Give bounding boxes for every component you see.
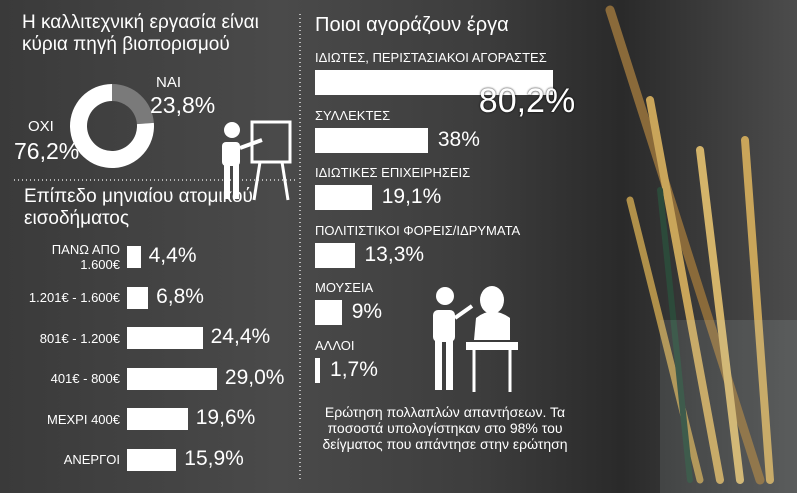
value-label: 29,0% xyxy=(224,365,285,389)
value-label: 6,8% xyxy=(156,284,204,308)
bar xyxy=(315,242,355,268)
bar xyxy=(127,448,177,471)
value-label: 9% xyxy=(351,300,383,323)
category-label: ΜΕΧΡΙ 400€ xyxy=(47,411,120,427)
category-label: ΙΔΙΩΤΙΚΕΣ ΕΠΙΧΕΙΡΗΣΕΙΣ xyxy=(315,165,471,180)
slice-label: ΝΑΙ xyxy=(156,74,182,91)
category-label: ΜΟΥΣΕΙΑ xyxy=(315,280,374,295)
value-label: 24,4% xyxy=(210,325,271,348)
bar-title: Επίπεδο μηνιαίου ατομικού εισοδήματος xyxy=(24,186,253,229)
category-label: ΠΑΝΩ ΑΠΟ 1.600€ xyxy=(51,242,120,272)
value-label: 15,9% xyxy=(184,446,244,470)
brushes xyxy=(605,5,797,493)
value-label: 4,4% xyxy=(148,244,197,267)
value-label: 19,1% xyxy=(381,185,442,208)
bar-title: Ποιοι αγοράζουν έργα xyxy=(315,14,509,36)
donut-slice xyxy=(112,84,154,125)
bar xyxy=(127,367,217,390)
bar xyxy=(127,327,203,349)
bar xyxy=(127,408,188,430)
donut-slice xyxy=(70,84,154,168)
bar xyxy=(315,70,554,95)
value-label: 80,2% xyxy=(478,82,576,120)
bar xyxy=(127,286,149,309)
value-label: 19,6% xyxy=(195,406,256,429)
value-label: 76,2% xyxy=(14,138,80,164)
category-label: ΣΥΛΛΕΚΤΕΣ xyxy=(315,107,391,123)
donut-title: Η καλλιτεχνική εργασία είναι κύρια πηγή … xyxy=(22,12,259,55)
category-label: 401€ - 800€ xyxy=(50,371,120,386)
bar xyxy=(127,246,141,268)
separators xyxy=(14,14,301,480)
value-label: 23,8% xyxy=(150,92,216,118)
bar xyxy=(315,357,321,383)
sculptor-icon xyxy=(433,286,518,392)
bar xyxy=(315,185,372,210)
painter-icon xyxy=(222,120,292,201)
category-label: 1.201€ - 1.600€ xyxy=(28,290,120,305)
note: Ερώτηση πολλαπλών απαντήσεων. Τα ποσοστά… xyxy=(322,404,568,452)
category-label: 801€ - 1.200€ xyxy=(39,330,120,346)
value-label: 1,7% xyxy=(330,357,378,381)
bar xyxy=(315,127,428,153)
category-label: ΑΛΛΟΙ xyxy=(315,337,355,353)
bar xyxy=(315,300,342,325)
category-label: ΠΟΛΙΤΙΣΤΙΚΟΙ ΦΟΡΕΙΣ/ΙΔΡΥΜΑΤΑ xyxy=(315,222,521,238)
value-label: 38% xyxy=(437,127,480,151)
slice-label: ΟΧΙ xyxy=(28,118,54,135)
category-label: ΙΔΙΩΤΕΣ, ΠΕΡΙΣΤΑΣΙΑΚΟΙ ΑΓΟΡΑΣΤΕΣ xyxy=(315,50,547,65)
category-label: ΑΝΕΡΓΟΙ xyxy=(63,452,120,467)
value-label: 13,3% xyxy=(364,242,425,266)
